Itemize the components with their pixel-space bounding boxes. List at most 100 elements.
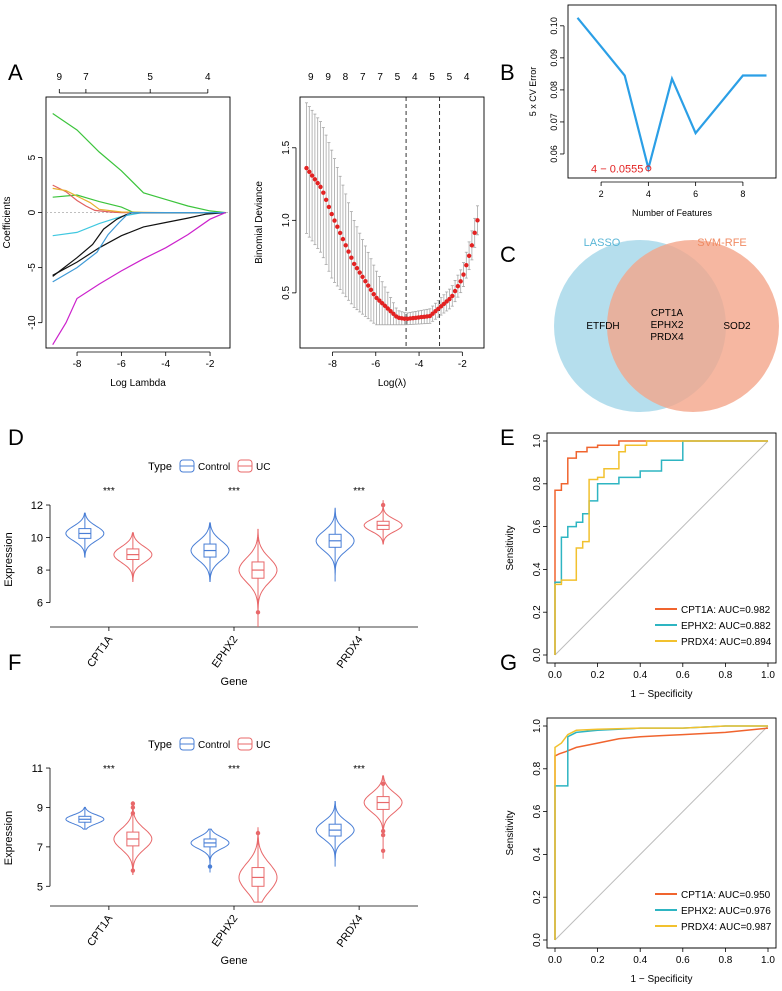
y-axis-label: Sensitivity	[505, 525, 516, 570]
y-tick-label: 0.07	[549, 113, 559, 131]
violin-ephx2-uc	[238, 827, 278, 903]
violin-prdx4-control	[315, 507, 355, 582]
x-tick-label: 2	[599, 189, 604, 199]
outlier-point	[380, 828, 386, 834]
outlier-point	[130, 801, 136, 806]
y-tick-label: 0	[27, 209, 38, 215]
x-tick-label: 0.0	[548, 670, 562, 681]
panel-letter-d: D	[8, 425, 24, 450]
significance-label: ***	[228, 486, 240, 497]
x-tick-label: 6	[693, 189, 698, 199]
deviance-point	[323, 197, 329, 202]
top-tick-label: 9	[308, 72, 314, 83]
panel-letter-g: G	[500, 650, 517, 675]
diagonal-reference-line	[554, 440, 769, 656]
y-tick-label: 0.8	[532, 476, 543, 490]
deviance-point	[371, 291, 376, 297]
x-tick-label: 0.6	[676, 955, 690, 966]
x-tick-label: 8	[740, 189, 745, 199]
y-tick-label: 0.10	[549, 17, 559, 35]
deviance-point	[382, 303, 388, 309]
top-tick-label: 9	[57, 72, 63, 83]
x-tick-label: 1.0	[761, 955, 775, 966]
y-axis-label: Expression	[3, 532, 15, 586]
legend-title: Type	[148, 739, 172, 751]
y-tick-label: 0.6	[532, 804, 543, 818]
x-tick-label: -6	[371, 359, 380, 370]
roc-curve-prdx4	[554, 725, 768, 940]
deviance-point	[357, 270, 362, 275]
top-tick-label: 5	[447, 72, 453, 83]
significance-label: ***	[353, 486, 365, 497]
y-tick-label: 5	[37, 881, 43, 893]
x-axis-label: Number of Features	[632, 208, 713, 218]
deviance-point	[307, 169, 312, 175]
outlier-point	[255, 610, 261, 615]
deviance-point	[321, 190, 326, 195]
x-tick-label: 0.2	[591, 670, 605, 681]
y-tick-label: 0.8	[532, 761, 543, 775]
deviance-point	[391, 311, 396, 316]
deviance-point	[337, 230, 343, 236]
outlier-point	[255, 830, 261, 836]
y-tick-label: -10	[27, 315, 38, 330]
violin-cpt1a-control	[65, 806, 105, 830]
outlier-point	[207, 864, 213, 869]
lasso-only-gene: ETFDH	[586, 321, 619, 332]
deviance-point	[354, 266, 360, 271]
x-tick-label: -8	[73, 359, 82, 370]
violin-plot-f: Type Control UC 5 7 9 11 CPT1A *** EPHX2 *** PRDX4 *…	[3, 737, 418, 967]
y-tick-label: 0.5	[281, 285, 292, 299]
x-tick-label: -2	[206, 359, 215, 370]
legend-label: EPHX2: AUC=0.976	[681, 906, 771, 917]
x-tick-label: -4	[161, 359, 170, 370]
coef-path-coef1	[52, 113, 226, 214]
x-axis-label: Log(λ)	[378, 378, 406, 389]
shared-gene: PRDX4	[650, 332, 684, 343]
x-axis-label: Gene	[221, 676, 248, 688]
shared-gene: EPHX2	[651, 320, 684, 331]
y-tick-label: 7	[37, 842, 43, 854]
outlier-point	[380, 832, 386, 838]
top-tick-label: 7	[377, 72, 383, 83]
deviance-point	[349, 255, 354, 260]
top-tick-label: 7	[83, 72, 89, 83]
deviance-point	[450, 293, 455, 299]
cv-error-plot: 2 4 6 8 0.06 0.07 0.08 0.09 0.10 Number of Featur…	[528, 4, 777, 218]
coef-path-coef2	[52, 194, 226, 214]
x-axis-label: Gene	[221, 955, 248, 967]
y-tick-label: 0.09	[549, 49, 559, 67]
x-tick-label: CPT1A	[85, 633, 116, 669]
plot-frame	[45, 96, 231, 349]
y-tick-label: -5	[27, 263, 38, 272]
y-tick-label: 0.08	[549, 81, 559, 99]
x-axis-label: Log Lambda	[110, 378, 166, 389]
outlier-point	[380, 502, 386, 508]
y-tick-label: 0.06	[549, 145, 559, 163]
top-tick-label: 4	[412, 72, 418, 83]
lasso-coefficient-plot: -8 -6 -4 -2 -10 -5 0 5 Log Lambda Coefficients 9 7 5…	[2, 72, 231, 389]
deviance-point	[469, 243, 475, 248]
deviance-point	[365, 283, 371, 288]
roc-plot-g: 0.0 0.2 0.4 0.6 0.8 1.0 0.0 0.2 0.4 0.6 0.8 1.0 1 − …	[505, 717, 777, 985]
plot-frame	[567, 4, 777, 179]
top-tick-label: 9	[325, 72, 331, 83]
x-tick-label: EPHX2	[210, 634, 241, 670]
significance-label: ***	[353, 764, 365, 775]
violin-prdx4-control	[315, 801, 355, 867]
top-tick-label: 5	[429, 72, 435, 83]
legend-label: CPT1A: AUC=0.950	[681, 890, 771, 901]
deviance-point	[388, 308, 393, 314]
shared-gene: CPT1A	[651, 308, 684, 319]
panel-letter-f: F	[8, 650, 21, 675]
top-tick-label: 4	[205, 72, 211, 83]
x-tick-label: 0.6	[676, 670, 690, 681]
y-axis-label: Expression	[3, 811, 15, 865]
violin-ephx2-uc	[238, 528, 278, 627]
legend-label: EPHX2: AUC=0.882	[681, 621, 771, 632]
outlier-point	[380, 781, 386, 786]
x-tick-label: 0.4	[633, 670, 647, 681]
y-tick-label: 1.5	[281, 140, 292, 154]
x-axis-label: 1 − Specificity	[631, 974, 693, 985]
